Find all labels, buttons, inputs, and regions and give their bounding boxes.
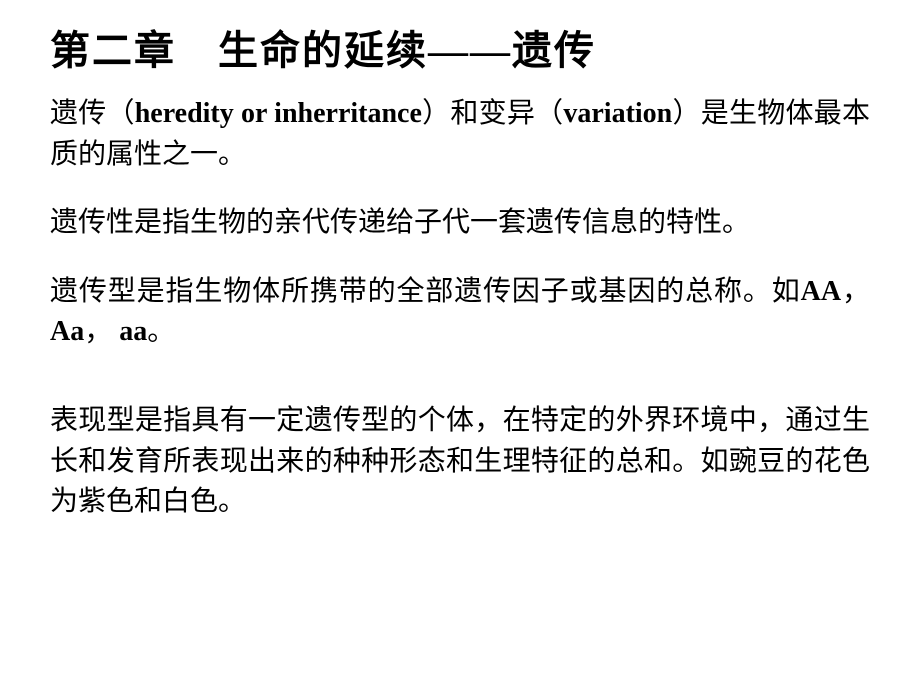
p3-genotype-aa-mixed: Aa	[50, 316, 84, 347]
p3-text-c: ，	[841, 276, 870, 307]
p3-genotype-aa-upper: AA	[801, 276, 841, 307]
p3-text-g: 。	[147, 316, 175, 347]
slide-container: 第二章 生命的延续——遗传 遗传（heredity or inherritanc…	[0, 0, 920, 690]
p1-term-variation: variation	[563, 98, 672, 129]
p1-term-heredity: heredity or inherritance	[135, 98, 422, 129]
p1-text-a: 遗传（	[50, 98, 135, 129]
paragraph-4: 表现型是指具有一定遗传型的个体，在特定的外界环境中，通过生长和发育所表现出来的种…	[50, 401, 870, 523]
p3-genotype-aa-lower: aa	[119, 316, 147, 347]
p3-text-a: 遗传型是指生物体所携带的全部遗传因子或基因的总称。如	[50, 276, 801, 307]
paragraph-3: 遗传型是指生物体所携带的全部遗传因子或基因的总称。如AA，Aa， aa。	[50, 272, 870, 353]
p3-text-e: ，	[84, 316, 119, 347]
paragraph-1: 遗传（heredity or inherritance）和变异（variatio…	[50, 94, 870, 175]
paragraph-2: 遗传性是指生物的亲代传递给子代一套遗传信息的特性。	[50, 203, 870, 244]
p1-text-c: ）和变异（	[422, 98, 563, 129]
chapter-title: 第二章 生命的延续——遗传	[50, 18, 870, 76]
